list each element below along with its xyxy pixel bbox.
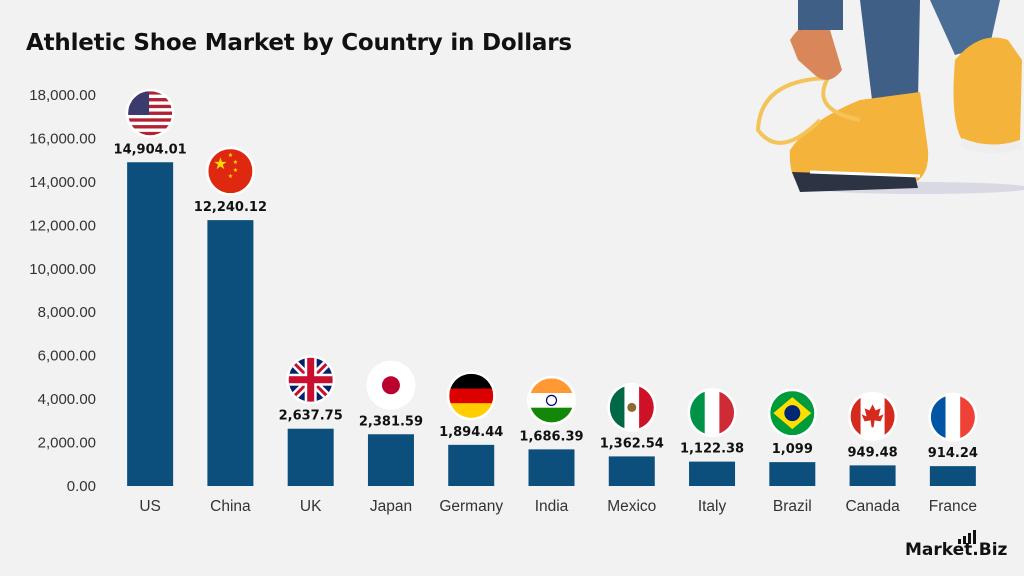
japan-flag-icon	[366, 360, 416, 410]
us-flag-icon	[125, 88, 175, 138]
france-flag-icon	[928, 392, 978, 442]
data-label: 1,894.44	[439, 425, 503, 440]
italy-flag-icon	[687, 388, 737, 438]
y-axis: 0.00 2,000.00 4,000.00 6,000.00 8,000.00 10,0…	[29, 87, 96, 495]
flags: ★ ★★★★	[125, 88, 978, 442]
value-labels: 14,904.01 12,240.12 2,637.75 2,381.59 1,894.…	[114, 142, 978, 461]
data-label: 914.24	[928, 446, 978, 461]
chart-title: Athletic Shoe Market by Country in Dolla…	[26, 30, 572, 56]
svg-text:★: ★	[233, 159, 238, 166]
sneaker-tying-icon	[755, 0, 1024, 194]
category-label: Japan	[370, 498, 412, 515]
bar-us	[127, 162, 174, 487]
category-label: France	[929, 498, 977, 515]
y-tick-label: 14,000.00	[29, 174, 96, 191]
bar-india	[528, 449, 575, 486]
germany-flag-icon	[446, 371, 496, 421]
svg-text:★: ★	[233, 167, 238, 174]
mexico-flag-icon	[607, 382, 657, 432]
category-label: Mexico	[607, 498, 656, 515]
category-label: China	[210, 498, 251, 515]
canada-flag-icon	[848, 391, 898, 441]
signal-bars-icon	[958, 530, 976, 544]
brand-logo: Market.Biz	[905, 530, 1008, 560]
category-label: Canada	[845, 498, 900, 515]
china-flag-icon: ★ ★★★★	[205, 146, 255, 196]
brazil-flag-icon	[767, 388, 817, 438]
category-label: Brazil	[773, 498, 812, 515]
y-tick-label: 16,000.00	[29, 130, 96, 147]
y-tick-label: 12,000.00	[29, 217, 96, 234]
y-tick-label: 8,000.00	[38, 304, 96, 321]
data-label: 2,381.59	[359, 414, 423, 429]
y-tick-label: 2,000.00	[38, 435, 96, 452]
bar-canada	[849, 465, 896, 486]
data-label: 949.48	[848, 445, 898, 460]
bar-germany	[448, 444, 495, 486]
y-tick-label: 0.00	[67, 478, 96, 495]
svg-text:★: ★	[228, 173, 233, 180]
data-label: 1,122.38	[680, 442, 744, 457]
x-axis: US China UK Japan Germany India Mexico Italy Bra…	[139, 498, 977, 515]
bar-japan	[367, 434, 414, 486]
bar-china	[207, 220, 254, 487]
bar-mexico	[608, 456, 655, 486]
y-tick-label: 6,000.00	[38, 348, 96, 365]
data-label: 1,099	[772, 442, 813, 457]
category-label: India	[535, 498, 569, 515]
category-label: UK	[300, 498, 322, 515]
y-tick-label: 18,000.00	[29, 87, 96, 104]
svg-text:★: ★	[228, 152, 233, 159]
data-label: 1,686.39	[519, 429, 583, 444]
bar-france	[929, 466, 976, 486]
uk-flag-icon	[286, 355, 336, 405]
data-label: 1,362.54	[600, 436, 664, 451]
india-flag-icon	[527, 375, 576, 425]
data-label: 2,637.75	[279, 409, 343, 424]
category-label: US	[139, 498, 161, 515]
data-label: 12,240.12	[194, 200, 267, 215]
bar-italy	[689, 461, 736, 486]
category-label: Germany	[439, 498, 503, 515]
brand-logo-text: Market.Biz	[905, 540, 1008, 560]
svg-text:★: ★	[213, 154, 227, 173]
category-label: Italy	[698, 498, 727, 515]
bars	[127, 162, 976, 487]
bar-uk	[287, 428, 334, 486]
y-tick-label: 4,000.00	[38, 391, 96, 408]
y-tick-label: 10,000.00	[29, 261, 96, 278]
data-label: 14,904.01	[114, 142, 187, 157]
bar-brazil	[769, 462, 816, 486]
